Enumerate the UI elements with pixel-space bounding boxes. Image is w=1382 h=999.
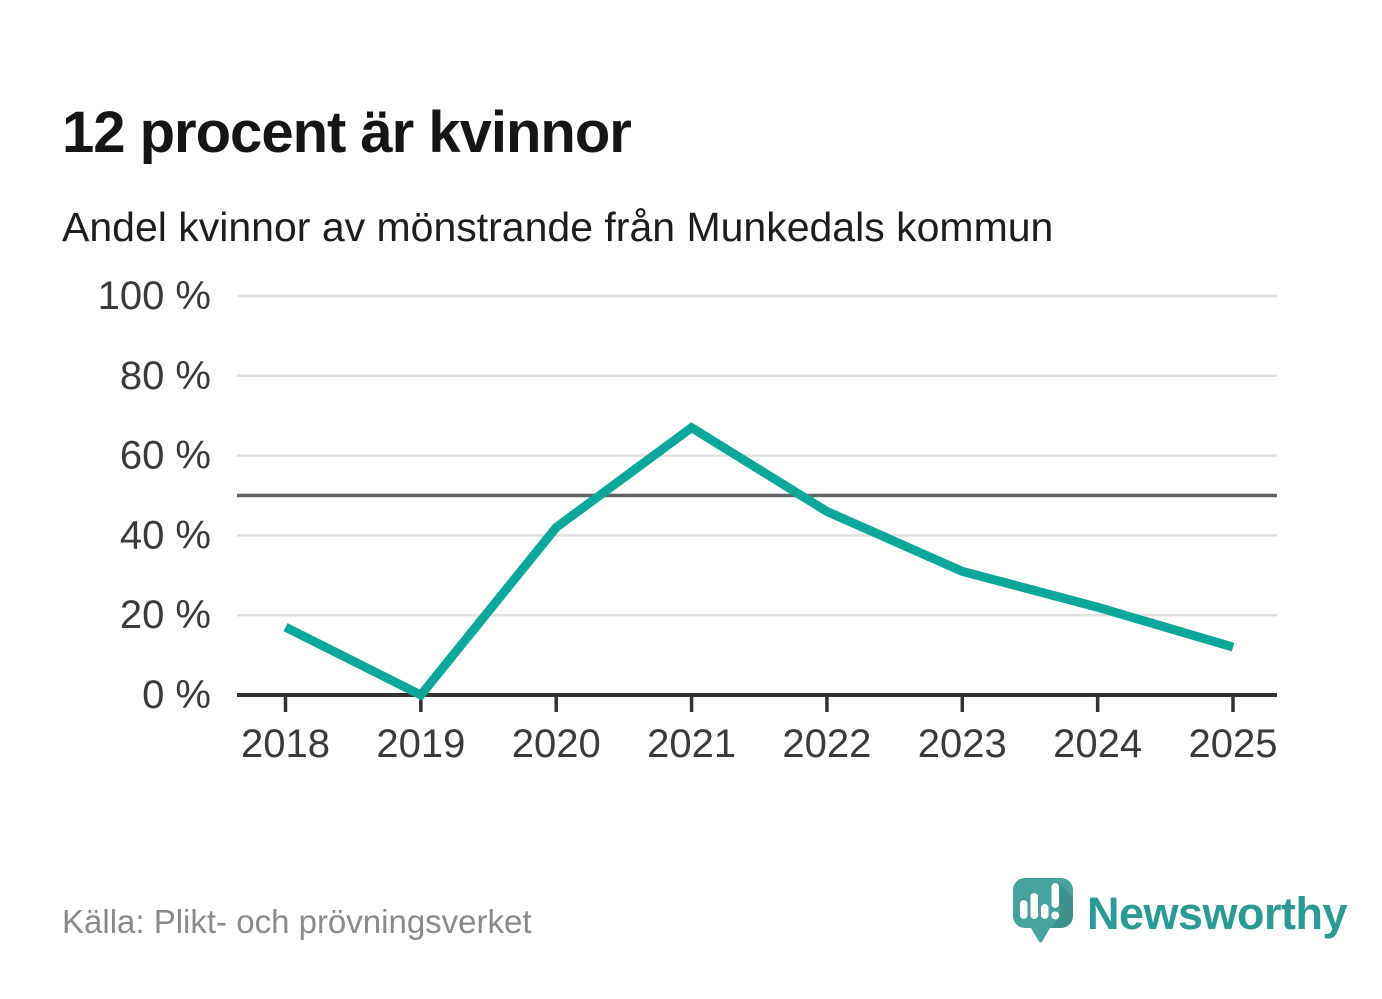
logo-exclamation-dot <box>1051 911 1060 920</box>
logo-bar-3 <box>1041 904 1049 919</box>
x-tick-label-2018: 2018 <box>241 722 330 766</box>
x-tick-label-2020: 2020 <box>512 722 601 766</box>
gridlines-group <box>237 294 1277 617</box>
logo-bar-1 <box>1020 900 1028 919</box>
y-axis-labels-group: 0 % 20 % 40 % 60 % 80 % 100 % <box>98 274 211 717</box>
page-title: 12 procent är kvinnor <box>62 99 632 165</box>
y-tick-label-20: 20 % <box>120 593 211 637</box>
data-line-series-0 <box>283 422 1235 701</box>
x-tick-label-2019: 2019 <box>376 722 465 766</box>
y-tick-label-0: 0 % <box>142 673 211 717</box>
newsworthy-logo-icon <box>1013 878 1073 943</box>
x-tick-label-2025: 2025 <box>1189 722 1278 766</box>
data-line-group <box>283 422 1235 701</box>
x-axis-group <box>237 693 1277 712</box>
logo-bubble-shade <box>1043 882 1073 941</box>
y-tick-label-100: 100 % <box>98 274 211 318</box>
logo-bar-2 <box>1030 893 1038 919</box>
source-caption: Källa: Plikt- och prövningsverket <box>62 903 532 940</box>
x-tick-label-2021: 2021 <box>647 722 736 766</box>
y-tick-label-60: 60 % <box>120 434 211 478</box>
x-axis-labels-group: 2018 2019 2020 2021 2022 2023 2024 2025 <box>241 722 1277 766</box>
y-tick-label-40: 40 % <box>120 513 211 557</box>
x-tick-label-2024: 2024 <box>1053 722 1142 766</box>
chart-subtitle: Andel kvinnor av mönstrande från Munkeda… <box>62 204 1054 250</box>
brand-logo: Newsworthy <box>1013 878 1348 944</box>
x-tick-label-2023: 2023 <box>918 722 1007 766</box>
logo-exclamation-bar <box>1051 883 1059 908</box>
y-tick-label-80: 80 % <box>120 354 211 398</box>
brand-name: Newsworthy <box>1087 888 1348 939</box>
x-tick-label-2022: 2022 <box>782 722 871 766</box>
